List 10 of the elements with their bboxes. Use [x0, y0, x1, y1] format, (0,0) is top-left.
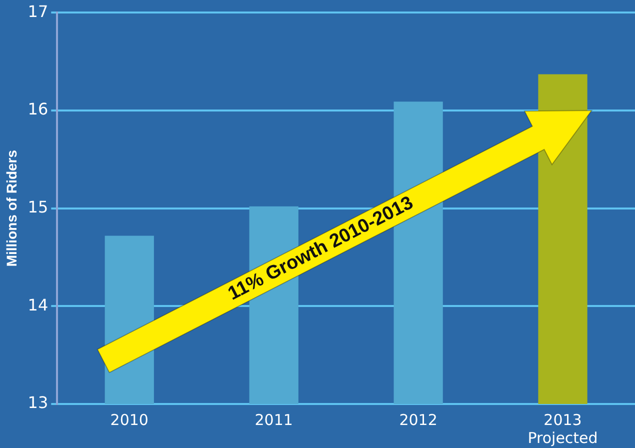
y-tick-label: 16 — [28, 100, 48, 119]
x-tick-label: 2011 — [254, 410, 293, 429]
y-tick-label: 13 — [28, 393, 48, 412]
x-tick-label: 2012 — [399, 410, 438, 429]
y-tick-label: 15 — [28, 197, 48, 216]
y-tick-label: 14 — [28, 295, 48, 314]
x-tick-label: 2010 — [110, 410, 148, 429]
y-tick-label: 17 — [28, 2, 48, 21]
y-axis-title: Millions of Riders — [3, 150, 20, 267]
x-tick-label: 2013 Projected — [528, 410, 598, 447]
